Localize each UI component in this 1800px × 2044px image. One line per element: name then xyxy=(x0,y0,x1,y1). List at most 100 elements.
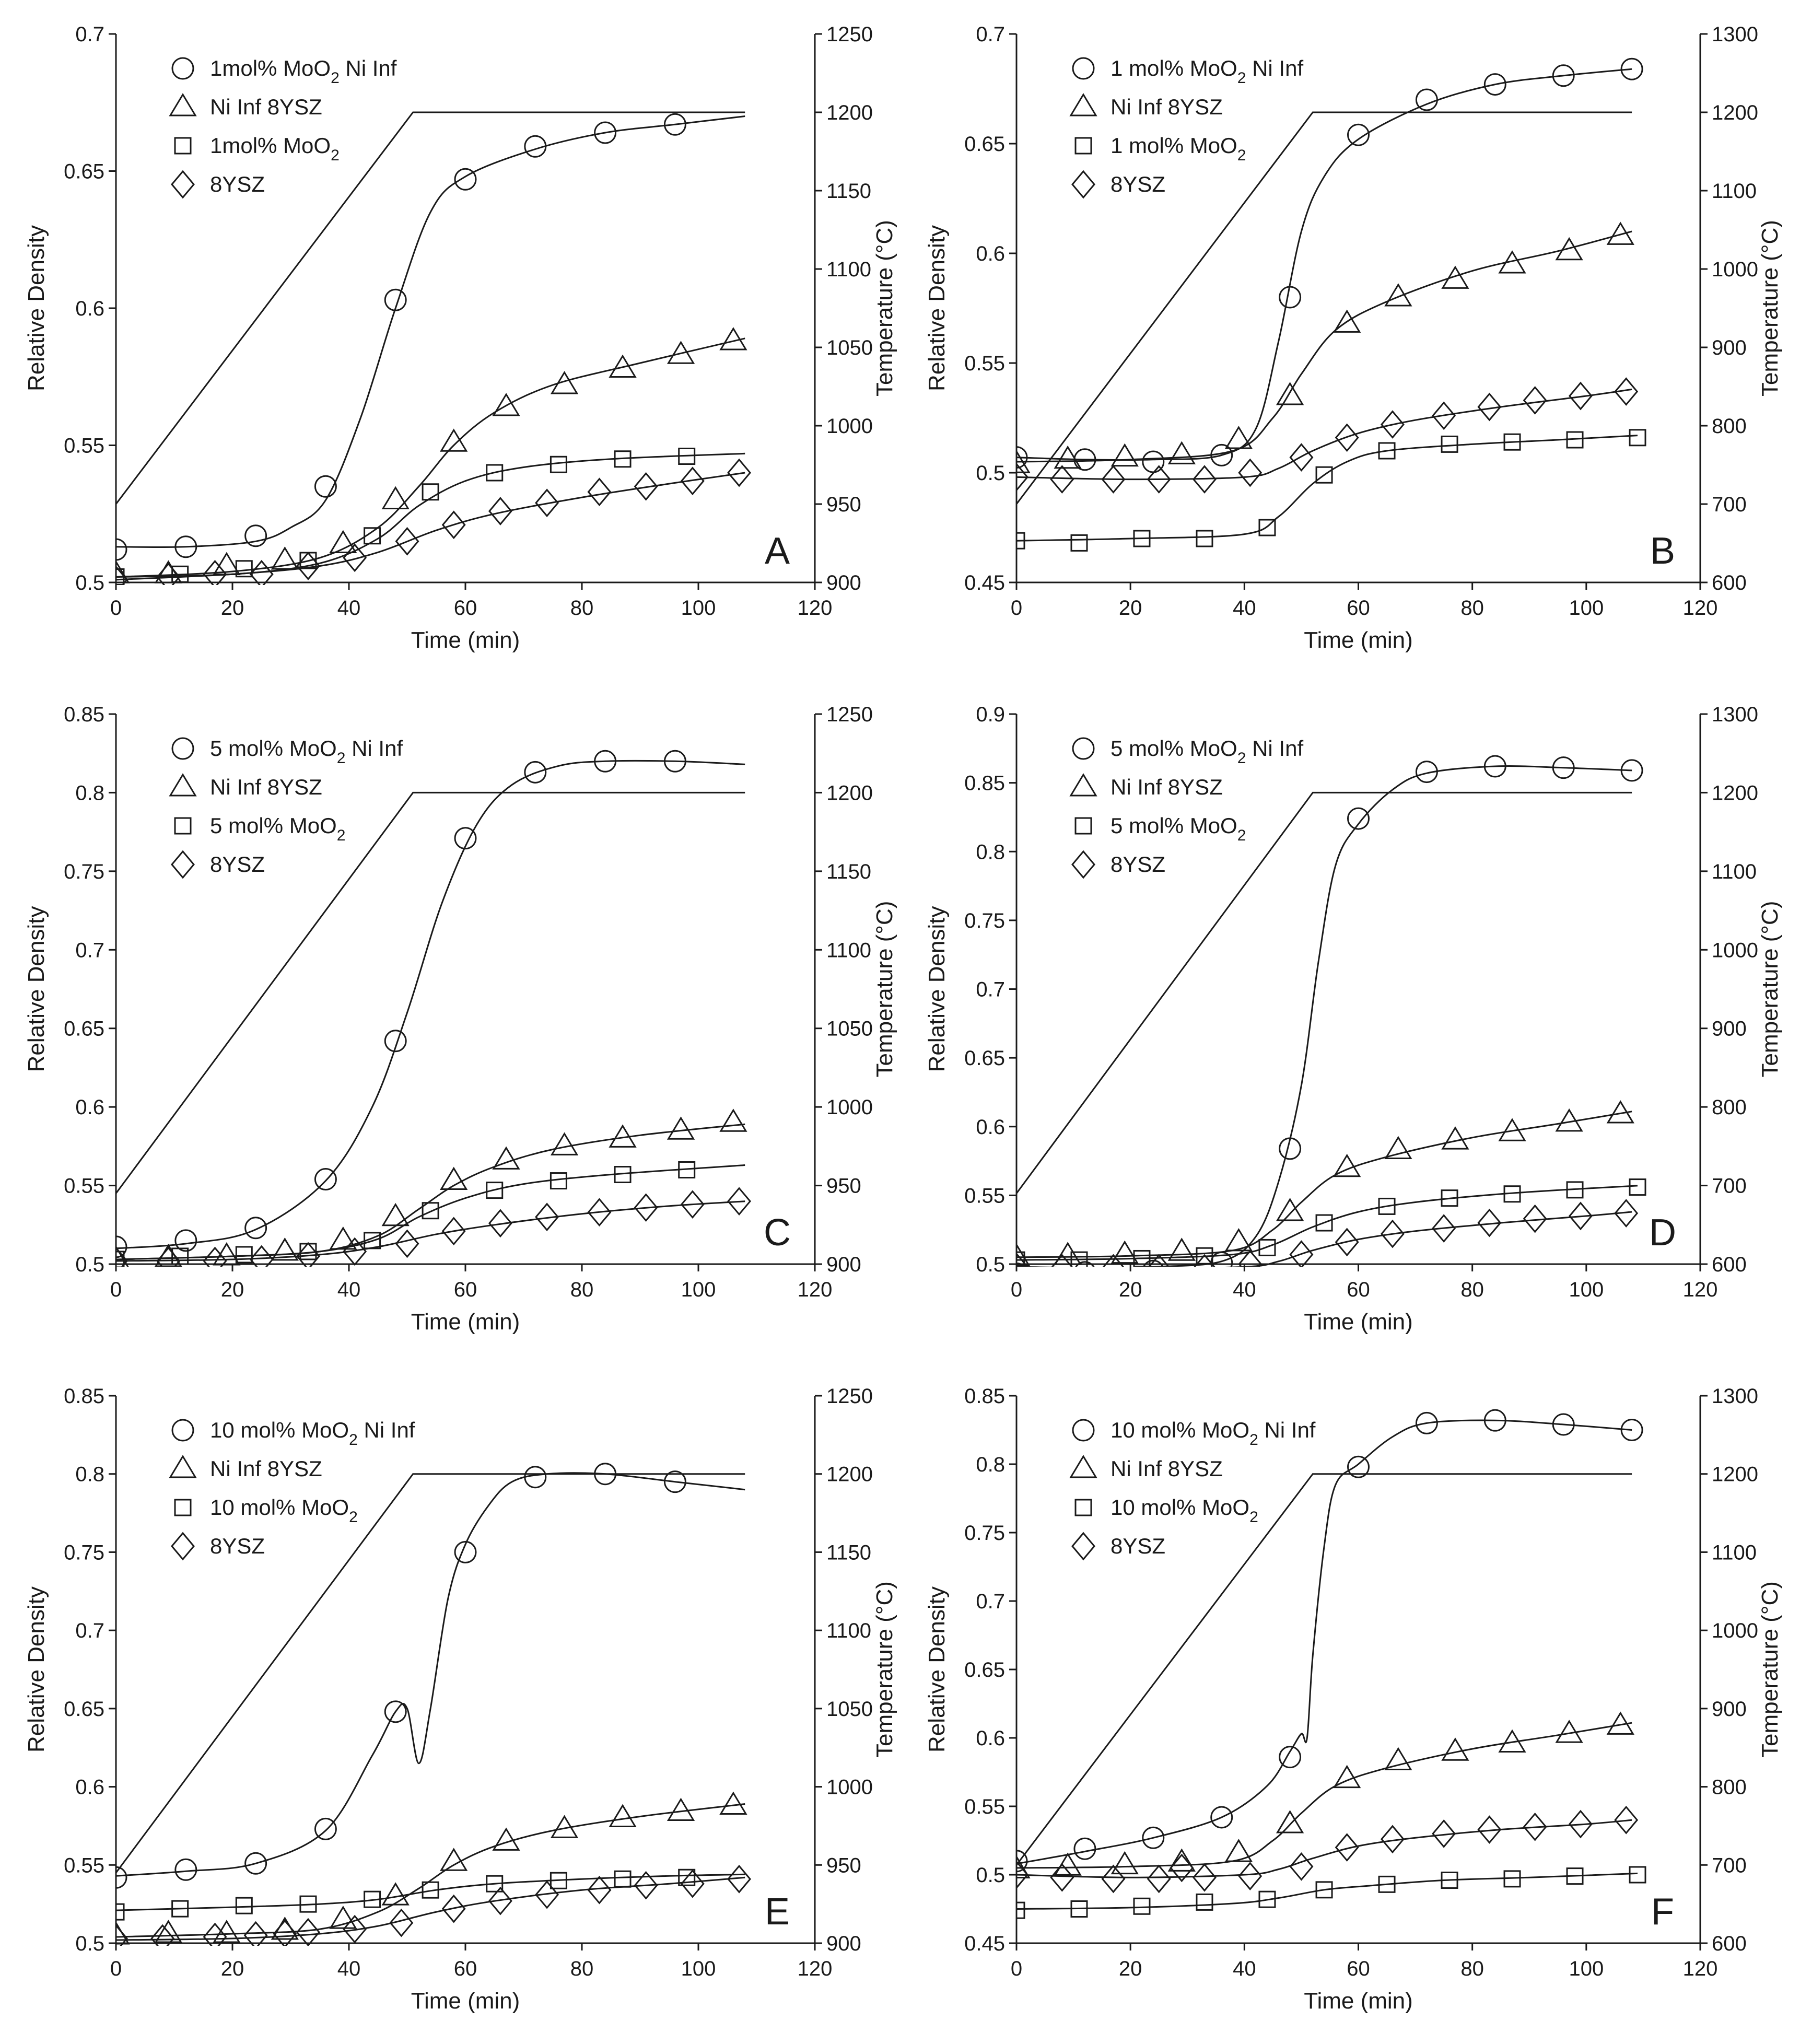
data-point-diamond xyxy=(249,559,274,585)
data-point-circle xyxy=(1279,286,1302,309)
data-point-circle xyxy=(384,1030,407,1053)
y-tick-label: 0.85 xyxy=(964,1385,1005,1408)
data-point-square xyxy=(1016,1901,1025,1919)
y2-tick-label: 1250 xyxy=(826,23,873,46)
legend-marker-circle xyxy=(1072,1419,1095,1442)
data-point-square xyxy=(1196,1893,1213,1911)
data-point-square xyxy=(1629,1866,1646,1884)
legend-label-main: Ni Inf 8YSZ xyxy=(1111,775,1223,799)
y-tick-label: 0.6 xyxy=(75,1776,104,1799)
y2-tick-label: 1100 xyxy=(826,939,871,962)
y2-axis-title: Temperature (°C) xyxy=(872,220,897,396)
y-tick-label: 0.8 xyxy=(75,781,104,804)
legend-label-subscript: 2 xyxy=(337,827,346,844)
y-tick-label: 0.5 xyxy=(75,1932,104,1955)
data-point-square xyxy=(422,1202,439,1220)
data-point-square xyxy=(116,1251,125,1267)
plot-area xyxy=(116,750,752,1267)
data-point-diamond xyxy=(1614,377,1639,406)
y2-tick-label: 1000 xyxy=(1712,258,1758,281)
x-tick-label: 120 xyxy=(798,1278,833,1301)
legend-label-main: Ni Inf 8YSZ xyxy=(210,1456,322,1481)
data-point-square xyxy=(364,527,381,545)
data-point-triangle xyxy=(719,1791,747,1815)
data-point-circle xyxy=(663,1470,686,1493)
legend-marker-square xyxy=(1074,1499,1092,1516)
panel-label: A xyxy=(765,530,790,572)
data-point-diamond xyxy=(680,1190,705,1219)
data-point-triangle xyxy=(1606,1100,1634,1124)
legend-label: Ni Inf 8YSZ xyxy=(210,1456,322,1481)
data-point-circle xyxy=(1483,755,1506,778)
legend-label: 10 mol% MoO2 xyxy=(210,1495,358,1526)
data-point-diamond xyxy=(1194,1254,1215,1267)
data-point-triangle xyxy=(667,341,695,364)
legend-label-main: 1 mol% MoO xyxy=(1111,56,1237,80)
data-point-diamond xyxy=(150,1924,175,1946)
y-tick-label: 0.45 xyxy=(964,571,1005,594)
data-point-diamond xyxy=(1193,465,1217,494)
data-point-circle xyxy=(524,135,547,158)
legend-label: Ni Inf 8YSZ xyxy=(210,95,322,119)
panel-label: B xyxy=(1650,530,1675,572)
data-point-circle xyxy=(314,1168,337,1191)
data-point-diamond xyxy=(727,458,752,487)
data-point-square xyxy=(678,448,696,465)
data-point-diamond xyxy=(1614,1805,1639,1835)
y-tick-label: 0.6 xyxy=(976,242,1005,265)
data-point-diamond xyxy=(116,1924,128,1946)
x-tick-label: 80 xyxy=(570,1278,594,1301)
legend-marker-triangle xyxy=(1069,1455,1097,1478)
x-tick-label: 0 xyxy=(1011,1278,1022,1301)
legend-label-tail: Ni Inf xyxy=(1246,736,1303,761)
data-point-diamond xyxy=(1523,1812,1547,1841)
y2-axis-title: Temperature (°C) xyxy=(872,901,897,1078)
chart-panel-a: 0 20 40 60 80 100 120 0.5 0.55 0.6 0.65 0.7 900 950 10… xyxy=(24,23,897,653)
data-point-diamond xyxy=(395,1229,419,1258)
data-point-triangle xyxy=(213,1920,241,1943)
legend-label-main: Ni Inf 8YSZ xyxy=(1111,95,1223,119)
legend-label-main: 8YSZ xyxy=(210,1534,265,1558)
data-point-square xyxy=(1566,1181,1584,1199)
y2-tick-label: 1200 xyxy=(1712,1463,1758,1486)
legend-label-tail: Ni Inf xyxy=(358,1418,415,1442)
legend-label: 1 mol% MoO2 xyxy=(1111,133,1246,164)
temperature-profile-line xyxy=(116,111,745,505)
data-point-diamond xyxy=(343,1914,367,1944)
legend-label: 1 mol% MoO2 Ni Inf xyxy=(1111,56,1303,87)
x-tick-label: 0 xyxy=(110,597,122,620)
data-point-diamond xyxy=(296,1918,320,1946)
y2-tick-label: 950 xyxy=(826,1854,861,1877)
data-point-circle xyxy=(1016,1850,1028,1873)
legend-label-subscript: 2 xyxy=(1249,1509,1258,1526)
data-point-diamond xyxy=(116,1246,128,1267)
legend-label-main: 8YSZ xyxy=(210,172,265,196)
data-point-square xyxy=(1629,429,1646,447)
data-point-circle xyxy=(1016,446,1028,469)
panel-label: C xyxy=(764,1212,791,1254)
chart-panel-e: 0 20 40 60 80 100 120 0.5 0.55 0.6 0.65 0.7 0.75 0.8 0… xyxy=(24,1385,897,2014)
data-point-triangle xyxy=(1167,1848,1196,1872)
legend-label-main: 5 mol% MoO xyxy=(210,736,337,761)
data-point-diamond xyxy=(1238,1249,1263,1267)
data-point-triangle xyxy=(667,1116,695,1140)
data-point-diamond xyxy=(587,1198,612,1227)
data-point-circle xyxy=(1279,1137,1302,1160)
data-point-triangle xyxy=(1333,309,1361,333)
data-point-diamond xyxy=(273,1919,297,1946)
y-tick-label: 0.75 xyxy=(64,860,104,883)
data-point-square xyxy=(550,1172,567,1190)
y2-tick-label: 1050 xyxy=(826,336,873,359)
series-line-triangle xyxy=(116,1803,745,1938)
legend-label-main: 5 mol% MoO xyxy=(1111,736,1237,761)
series-line-square xyxy=(1016,1872,1638,1910)
legend-label-subscript: 2 xyxy=(1237,750,1246,767)
data-point-diamond xyxy=(535,1202,559,1232)
legend: 1 mol% MoO2 Ni Inf Ni Inf 8YSZ 1 mol% MoO2… xyxy=(1069,56,1303,199)
x-tick-label: 80 xyxy=(1460,1278,1484,1301)
data-point-triangle xyxy=(1016,450,1031,473)
data-point-triangle xyxy=(1111,443,1139,467)
data-point-diamond xyxy=(587,477,612,507)
data-point-triangle xyxy=(329,1906,357,1929)
